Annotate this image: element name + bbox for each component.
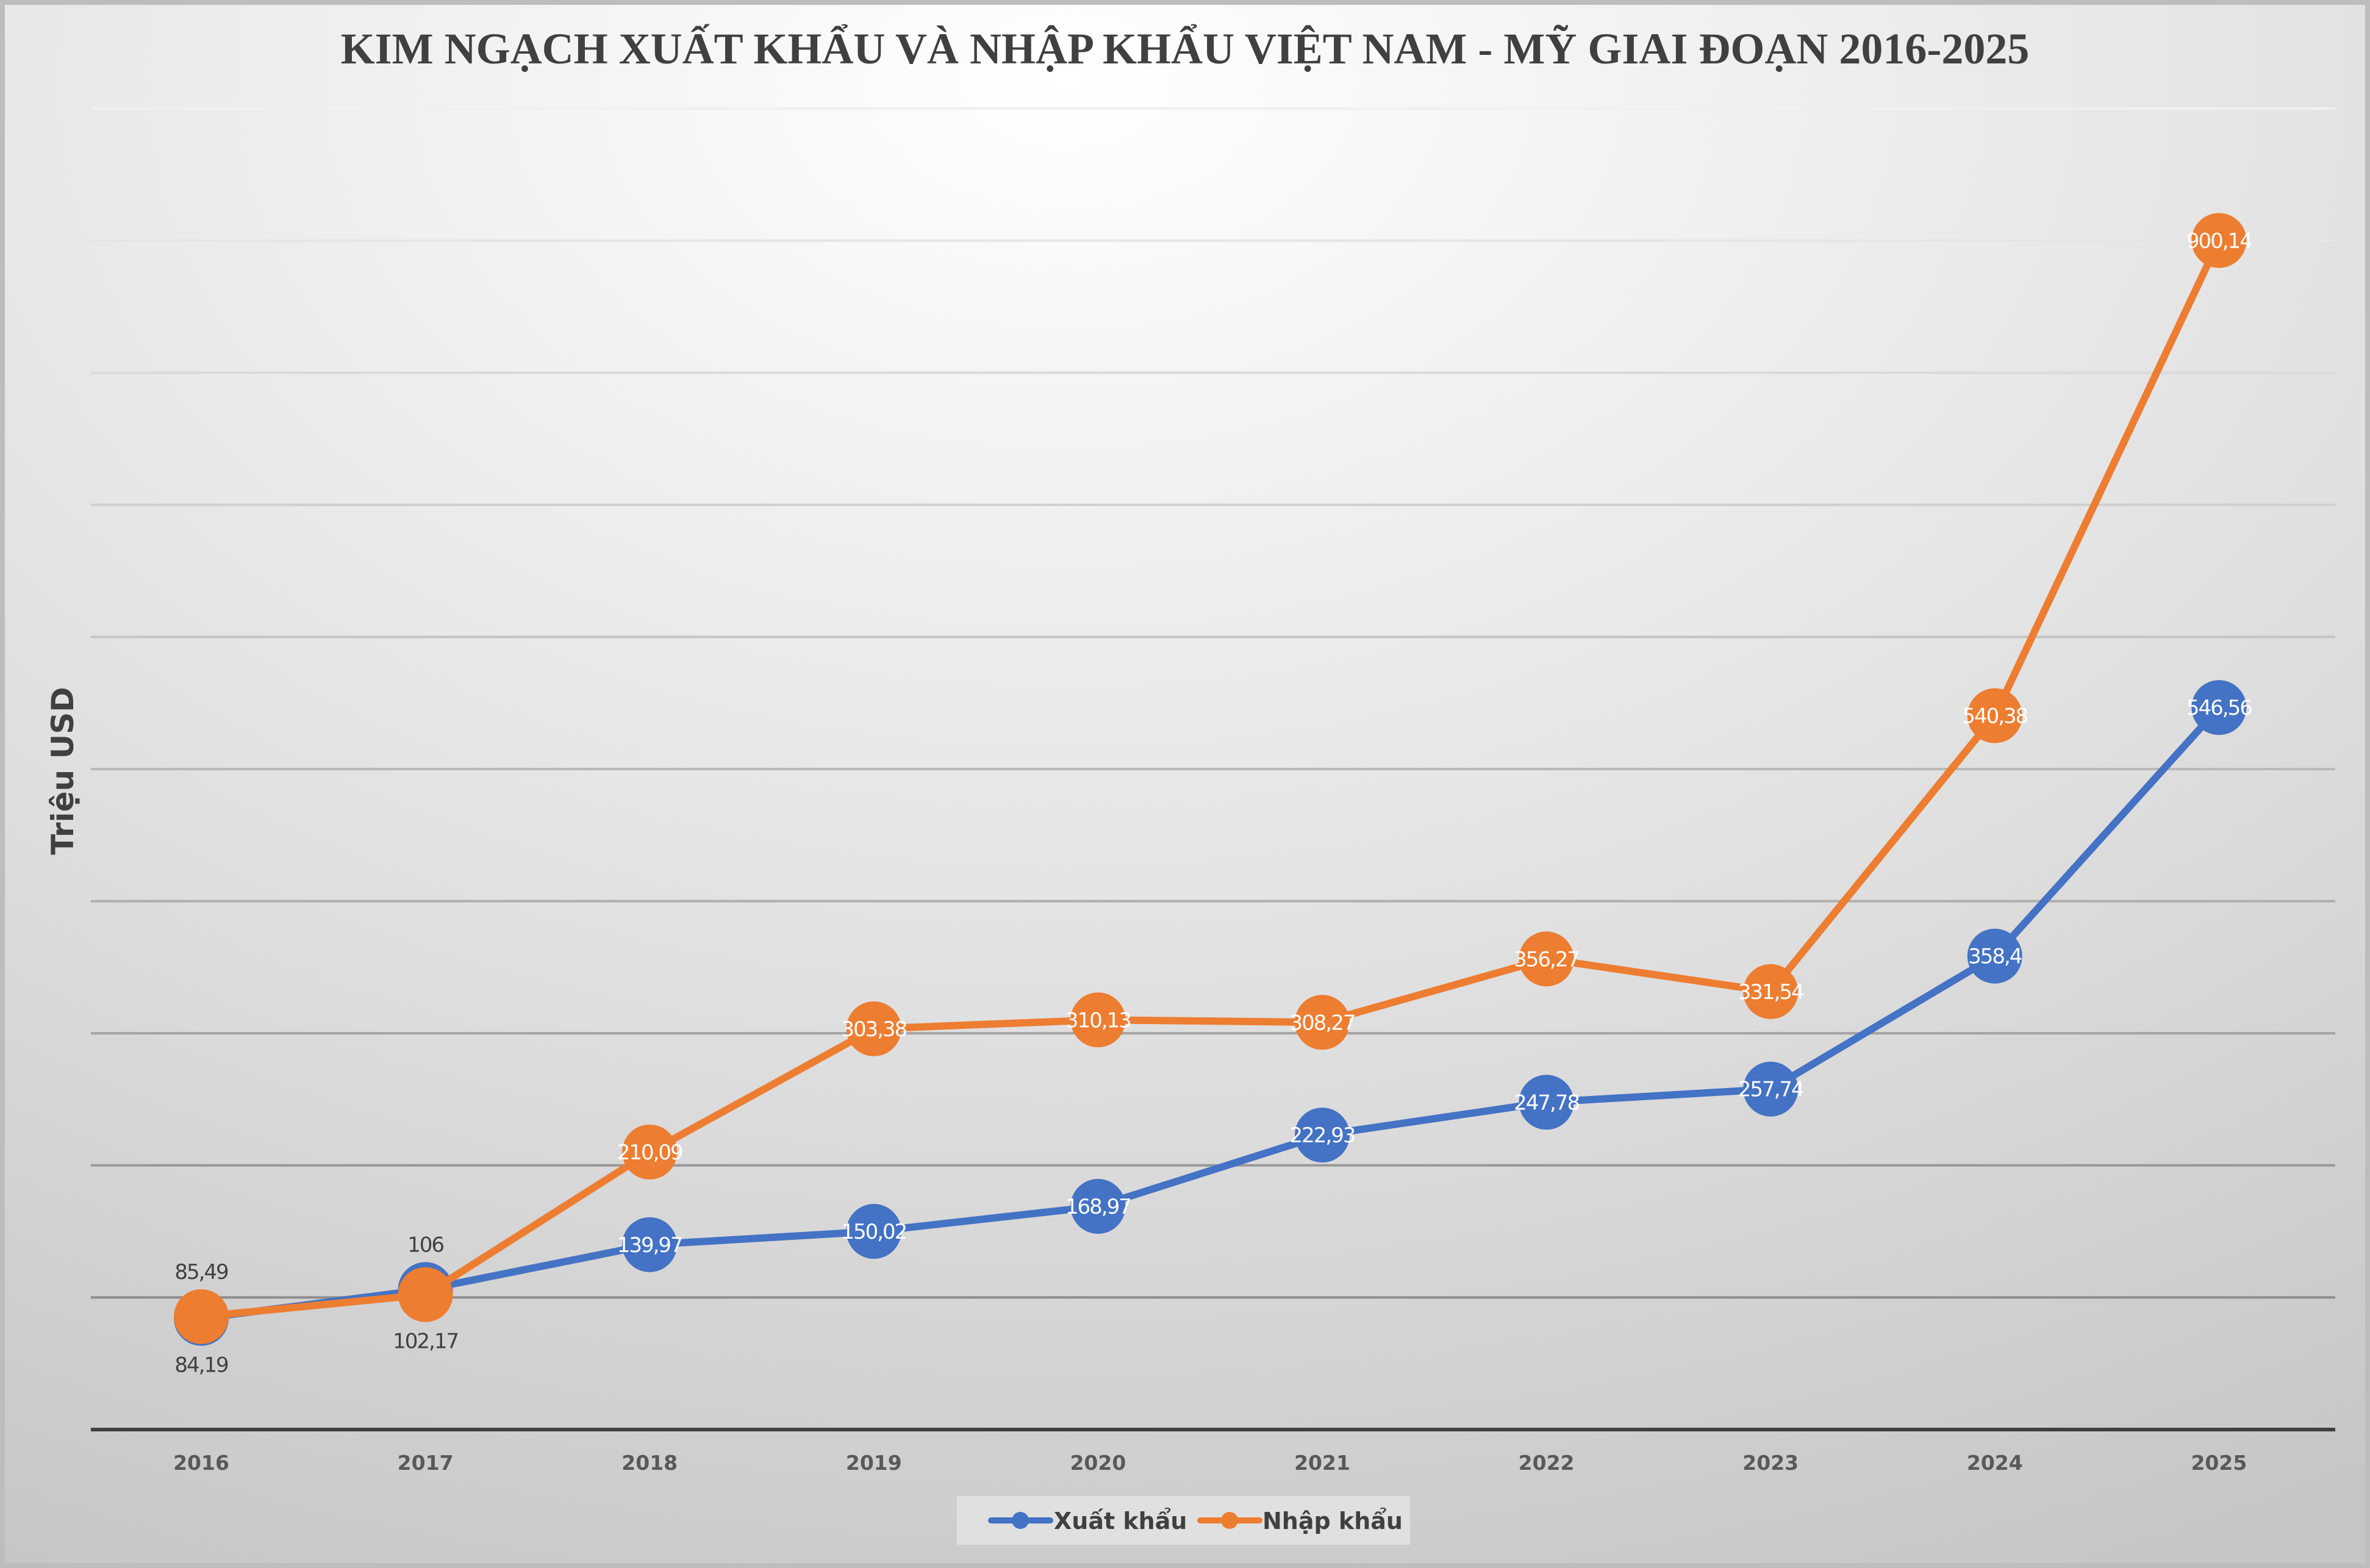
data-label: 247,78 (1514, 1090, 1579, 1115)
data-label: 303,38 (841, 1017, 906, 1042)
data-label: 540,38 (1962, 704, 2027, 729)
data-point-marker (2191, 213, 2247, 268)
series-line-0 (201, 705, 2222, 1322)
legend: Xuất khẩu Nhập khẩu (957, 1496, 1410, 1545)
x-tick-label: 2020 (1070, 1451, 1126, 1475)
data-label: 257,74 (1738, 1078, 1803, 1102)
data-label: 168,97 (1065, 1195, 1131, 1219)
data-label: 310,13 (1065, 1008, 1131, 1033)
data-point-marker (1295, 1108, 1350, 1163)
series-group: 84,19 106 139,97 150,02 168,97 222,93 247,78 25… (174, 213, 2253, 1378)
data-label: 358,4 (1968, 945, 2022, 969)
data-point-marker (1519, 1075, 1574, 1130)
data-point-marker (1967, 688, 2022, 743)
data-label: 210,09 (617, 1140, 682, 1165)
series-line-1 (201, 238, 2222, 1320)
legend-marker-xuat-khau (1012, 1512, 1029, 1529)
data-point-marker (622, 1124, 678, 1180)
x-tick-label: 2019 (846, 1451, 902, 1475)
data-label: 900,14 (2186, 229, 2252, 253)
data-point-marker (1967, 928, 2022, 984)
legend-label-xuat-khau: Xuất khẩu (1054, 1508, 1187, 1534)
data-point-marker (1070, 992, 1126, 1048)
data-point-marker (1519, 931, 1574, 987)
data-point-marker (1743, 964, 1799, 1019)
legend-label-nhap-khau: Nhập khẩu (1262, 1508, 1403, 1534)
data-point-marker (846, 1001, 901, 1056)
legend-marker-nhap-khau (1221, 1512, 1238, 1529)
data-label: 85,49 (174, 1260, 228, 1284)
x-tick-label: 2017 (398, 1451, 454, 1475)
x-tick-label: 2024 (1967, 1451, 2023, 1475)
x-tick-label: 2021 (1294, 1451, 1350, 1475)
x-tick-label: 2022 (1519, 1451, 1575, 1475)
data-point-marker (1070, 1179, 1126, 1234)
x-tick-label: 2016 (173, 1451, 229, 1475)
data-point-marker (1295, 995, 1350, 1050)
data-point-marker (846, 1204, 901, 1259)
data-label: 150,02 (841, 1220, 906, 1244)
data-label: 546,56 (2186, 696, 2252, 720)
data-point-marker (622, 1217, 678, 1272)
data-label: 308,27 (1290, 1011, 1355, 1035)
legend-item-nhap-khau[interactable]: Nhập khẩu (1197, 1508, 1403, 1534)
gridlines (91, 107, 2335, 1431)
data-point-marker (1743, 1061, 1799, 1117)
data-label: 222,93 (1290, 1123, 1355, 1148)
data-label: 139,97 (617, 1233, 682, 1258)
data-label: 84,19 (174, 1353, 228, 1378)
data-label: 356,27 (1514, 947, 1579, 972)
x-tick-label: 2025 (2191, 1451, 2247, 1475)
legend-item-xuat-khau[interactable]: Xuất khẩu (988, 1508, 1187, 1534)
x-tick-label: 2018 (621, 1451, 678, 1475)
data-label: 106 (407, 1233, 443, 1257)
data-point-marker (398, 1267, 453, 1322)
data-label: 102,17 (393, 1330, 458, 1354)
data-point-marker (174, 1289, 229, 1344)
y-axis-label: Triệu USD (45, 687, 81, 854)
data-label: 331,54 (1738, 980, 1803, 1004)
chart-title: KIM NGẠCH XUẤT KHẨU VÀ NHẬP KHẨU VIỆT NA… (341, 24, 2030, 73)
data-point-marker (2191, 680, 2247, 736)
x-axis-ticks: 2016 2017 2018 2019 2020 2021 2022 2023 2024 2025 (173, 1451, 2247, 1475)
x-tick-label: 2023 (1742, 1451, 1799, 1475)
